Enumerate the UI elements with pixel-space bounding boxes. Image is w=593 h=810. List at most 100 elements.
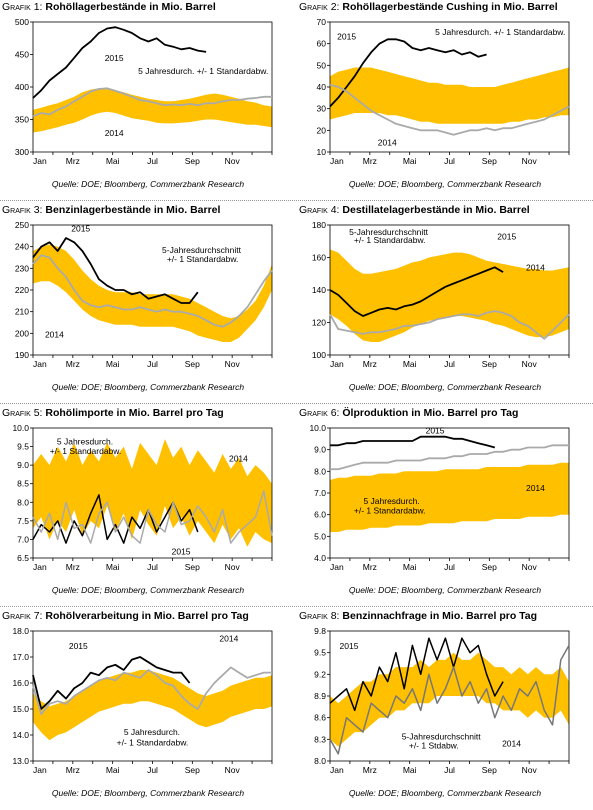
chart-title: Grafik 2: Rohöllagerbestände Cushing in … (299, 1, 558, 13)
chart-plot: 13.0 14.0 15.0 16.0 17.0 18.0 Jan Mrz Mai Jul Sep N… (12, 626, 273, 775)
y-tick-label: 9.8 (314, 626, 326, 636)
row-separator (0, 200, 593, 201)
chart-title-prefix: Grafik (2, 204, 34, 216)
x-tick-label: Mrz (363, 156, 377, 166)
x-tick-label: Nov (225, 156, 241, 166)
chart-title-prefix: Grafik (299, 610, 331, 622)
series-line-2015 (32, 237, 199, 304)
y-tick-label: 15.0 (12, 704, 29, 714)
annotation-label: 2014 (502, 739, 521, 749)
x-tick-label: Sep (185, 765, 200, 775)
y-tick-label: 8.0 (314, 466, 326, 476)
series-line-2014 (32, 87, 272, 118)
annotation-label: 2015 (497, 232, 516, 242)
series-line-2015 (330, 435, 496, 449)
x-tick-label: Mai (403, 359, 417, 369)
y-tick-label: 20 (317, 125, 327, 135)
chart-panel-1: Grafik 1: Rohöllagerbestände in Mio. Bar… (0, 0, 296, 201)
chart-title-text: Benzinnachfrage in Mio. Barrel pro Tag (342, 610, 538, 622)
series-line-2014 (329, 310, 570, 340)
annotation-label: +/- 1 Standardabw. (117, 737, 189, 747)
annotation-label: 5 Jahresdurch. (124, 727, 180, 737)
source-note: Quelle: DOE; Bloomberg, Commerzbank Rese… (51, 585, 245, 595)
chart-panel-3: Grafik 3: Benzinlagerbestände in Mio. Ba… (0, 203, 296, 404)
series-line-2015 (32, 656, 191, 710)
y-tick-label: 190 (15, 350, 29, 360)
chart-title-prefix: Grafik (299, 407, 331, 419)
x-tick-label: Jan (330, 562, 344, 572)
y-tick-label: 14.0 (12, 730, 29, 740)
annotation-label: 2015 (172, 546, 191, 556)
annotation-label: 5 Jahresdurch. (363, 496, 419, 506)
std-band (33, 670, 272, 741)
annotation-label: 2015 (105, 53, 124, 63)
x-tick-label: Mai (106, 359, 120, 369)
x-tick-label: Jan (33, 156, 47, 166)
y-tick-label: 9.0 (17, 460, 29, 470)
annotation-label: 5-Jahresdurchschnitt (402, 731, 482, 741)
y-tick-label: 8.5 (17, 479, 29, 489)
x-tick-label: Mai (106, 765, 120, 775)
x-tick-label: Sep (482, 562, 497, 572)
y-tick-label: 350 (15, 115, 29, 125)
y-tick-label: 210 (15, 307, 29, 317)
chart-title: Grafik 5: Rohölimporte in Mio. Barrel pr… (2, 407, 224, 419)
x-tick-label: Sep (482, 765, 497, 775)
series-line-2014 (329, 83, 570, 136)
chart-plot: 10 20 30 40 50 60 70 Jan Mrz Mai Jul Sep Nov 2015 5 Ja… (317, 17, 570, 166)
series-line-2015 (32, 26, 207, 99)
std-band (330, 249, 569, 342)
x-tick-label: Mrz (66, 359, 80, 369)
x-tick-label: Jan (330, 156, 344, 166)
x-tick-label: Jan (33, 562, 47, 572)
std-band (330, 462, 569, 532)
chart-panel-4: Grafik 4: Destillatelagerbestände in Mio… (297, 203, 593, 404)
chart-panel-2: Grafik 2: Rohöllagerbestände Cushing in … (297, 0, 593, 201)
annotation-label: 5 Jahresdurch. +/- 1 Standardabw. (435, 27, 565, 37)
annotation-label: 5-Jahresdurchschnitt (349, 227, 429, 237)
x-tick-label: Mai (106, 156, 120, 166)
y-tick-label: 16.0 (12, 678, 29, 688)
chart-title-text: Benzinlagerbestände in Mio. Barrel (45, 204, 221, 216)
y-tick-label: 100 (312, 350, 326, 360)
annotation-label: +/- 1 Standardabw. (167, 254, 239, 264)
y-tick-label: 160 (312, 253, 326, 263)
chart-title: Grafik 6: Ölproduktion in Mio. Barrel pr… (299, 407, 518, 419)
y-tick-label: 8.0 (314, 756, 326, 766)
chart-title-text: Destillatelagerbestände in Mio. Barrel (342, 204, 530, 216)
std-band (33, 439, 272, 547)
x-tick-label: Jul (444, 359, 455, 369)
series-line-2015 (329, 38, 487, 108)
x-tick-label: Jul (147, 156, 158, 166)
y-tick-label: 7.5 (17, 516, 29, 526)
std-band (33, 88, 272, 133)
annotation-label: 2015 (340, 641, 359, 651)
y-tick-label: 180 (312, 220, 326, 230)
x-tick-label: Sep (185, 562, 200, 572)
source-note: Quelle: DOE; Bloomberg, Commerzbank Rese… (51, 179, 245, 189)
annotation-label: 2014 (219, 633, 238, 643)
y-tick-label: 4.0 (314, 553, 326, 563)
y-tick-label: 9.0 (314, 445, 326, 455)
std-band (330, 67, 569, 124)
y-tick-label: 9.5 (314, 648, 326, 658)
x-tick-label: Mai (403, 765, 417, 775)
chart-title: Grafik 4: Destillatelagerbestände in Mio… (299, 204, 530, 216)
y-tick-label: 7.0 (314, 488, 326, 498)
annotation-label: 2015 (71, 224, 90, 234)
series-line-2014 (32, 254, 273, 328)
series-line-2014 (329, 645, 570, 755)
chart-plot: 300 350 400 450 500 Jan Mrz Mai Jul Sep Nov 2015 201… (15, 17, 273, 166)
y-tick-label: 10.0 (309, 423, 326, 433)
chart-number: 1: (33, 1, 46, 13)
source-note: Quelle: DOE; Bloomberg, Commerzbank Rese… (348, 382, 542, 392)
chart-title-text: Rohöllagerbestände in Mio. Barrel (45, 1, 216, 13)
y-tick-label: 300 (15, 147, 29, 157)
chart-title: Grafik 1: Rohöllagerbestände in Mio. Bar… (2, 1, 216, 13)
x-tick-label: Jul (147, 765, 158, 775)
y-tick-label: 17.0 (12, 652, 29, 662)
annotation-label: 2014 (526, 263, 545, 273)
annotation-label: +/- 1 Standardabw. (50, 446, 122, 456)
chart-title: Grafik 3: Benzinlagerbestände in Mio. Ba… (2, 204, 220, 216)
x-tick-label: Jan (330, 359, 344, 369)
